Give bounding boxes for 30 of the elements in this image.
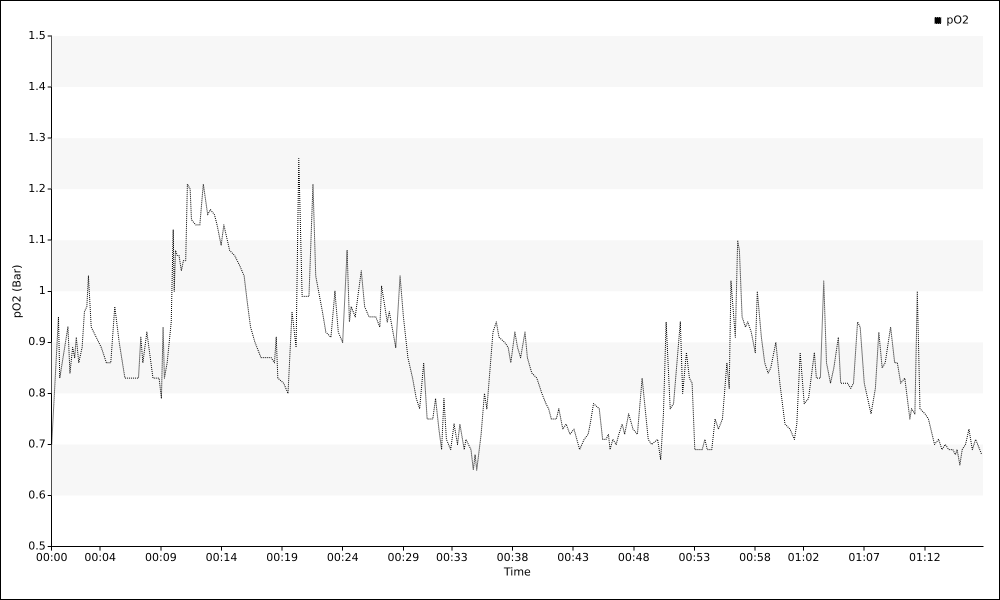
legend-label: pO2 [946, 13, 969, 26]
y-tick-label: 0.6 [28, 488, 46, 502]
y-axis-title: pO2 (Bar) [10, 264, 24, 318]
y-tick-label: 1.3 [28, 130, 46, 144]
y-tick-label: 0.5 [28, 539, 46, 552]
y-tick-label: 0.7 [28, 437, 46, 450]
x-tick-label: 01:07 [848, 551, 880, 564]
x-tick-label: 00:58 [739, 551, 771, 564]
x-tick-label: 00:00 [36, 551, 68, 564]
x-tick-label: 00:29 [388, 551, 420, 564]
y-tick-label: 1 [38, 284, 46, 298]
x-tick-label: 00:53 [678, 551, 710, 564]
y-tick-label: 0.8 [28, 386, 46, 400]
x-tick-label: 00:38 [496, 551, 528, 564]
x-tick-label: 00:14 [206, 551, 238, 564]
y-tick-label: 1.4 [28, 80, 46, 93]
x-tick-label: 00:33 [436, 551, 468, 564]
y-tick-label: 1.1 [28, 233, 46, 246]
x-tick-label: 01:02 [788, 551, 820, 564]
y-tick-label: 1.2 [28, 182, 46, 196]
x-tick-label: 00:43 [557, 551, 589, 564]
y-tick-label: 1.5 [28, 28, 46, 42]
y-tick-label: 0.9 [28, 335, 46, 348]
x-tick-label: 00:09 [144, 551, 177, 564]
x-axis-title: Time [502, 565, 532, 578]
x-tick-label: 00:19 [266, 551, 298, 564]
x-tick-label: 00:24 [326, 551, 359, 564]
x-tick-label: 00:48 [618, 551, 650, 564]
x-tick-label: 00:04 [84, 551, 116, 564]
x-tick-label: 01:12 [908, 551, 941, 564]
